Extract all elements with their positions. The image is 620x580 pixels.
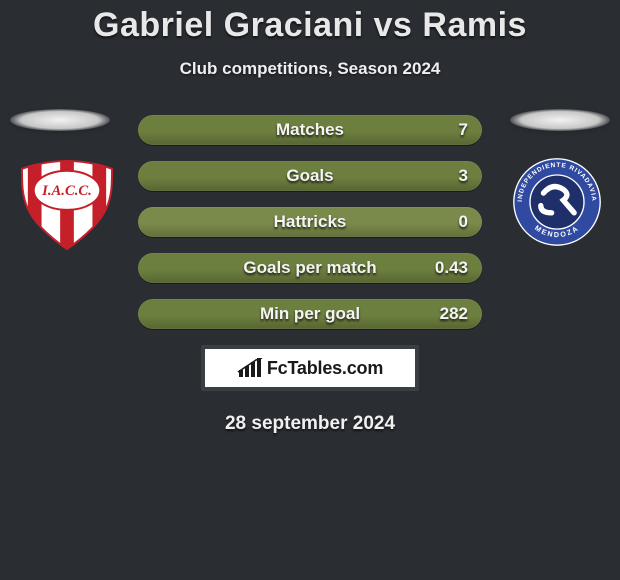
player-shadow-left: [10, 109, 110, 131]
club-crest-left: I.A.C.C.: [18, 159, 116, 251]
brand-box[interactable]: FcTables.com: [201, 345, 419, 391]
stat-value: 7: [459, 120, 468, 140]
subtitle: Club competitions, Season 2024: [0, 59, 620, 79]
stat-bar: Goals 3: [138, 161, 482, 191]
stat-bars: Matches 7 Goals 3 Hattricks 0 Goals per …: [138, 115, 482, 329]
stat-label: Min per goal: [260, 304, 360, 324]
club-crest-right: INDEPENDIENTE RIVADAVIA MENDOZA: [512, 157, 602, 247]
stat-value: 3: [459, 166, 468, 186]
stat-bar: Goals per match 0.43: [138, 253, 482, 283]
stat-bar: Matches 7: [138, 115, 482, 145]
stat-label: Matches: [276, 120, 344, 140]
stat-label: Goals: [286, 166, 333, 186]
bar-chart-icon: [237, 358, 263, 378]
stat-label: Goals per match: [243, 258, 376, 278]
crest-left-text: I.A.C.C.: [41, 183, 92, 199]
page-title: Gabriel Graciani vs Ramis: [0, 0, 620, 45]
player-shadow-right: [510, 109, 610, 131]
stat-bar: Hattricks 0: [138, 207, 482, 237]
stat-label: Hattricks: [274, 212, 347, 232]
stat-bar: Min per goal 282: [138, 299, 482, 329]
brand-text: FcTables.com: [267, 358, 383, 379]
comparison-stage: I.A.C.C. INDEPENDIENTE RIVADAVIA MENDOZA: [0, 115, 620, 435]
stat-value: 0.43: [435, 258, 468, 278]
date-text: 28 september 2024: [0, 413, 620, 435]
stat-value: 0: [459, 212, 468, 232]
stat-value: 282: [440, 304, 468, 324]
